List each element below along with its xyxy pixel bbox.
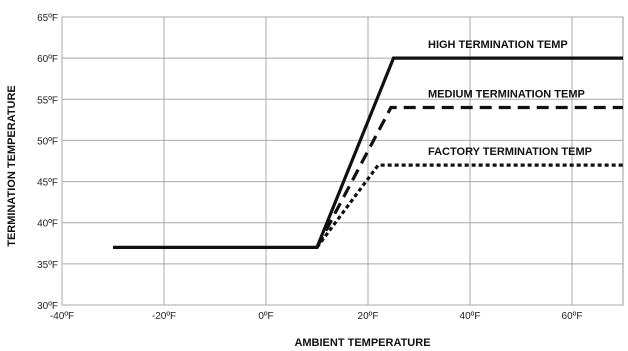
x-tick-label: -40ºF xyxy=(50,311,74,322)
series-label: FACTORY TERMINATION TEMP xyxy=(428,146,592,158)
x-tick-label: 40ºF xyxy=(460,311,481,322)
tick-labels: -40ºF -20ºF 0ºF 20ºF 40ºF 60ºF 30ºF 35ºF 40ºF 45º… xyxy=(37,13,582,322)
y-tick-label: 45ºF xyxy=(37,178,58,189)
y-tick-label: 55ºF xyxy=(37,95,58,106)
y-tick-label: 60ºF xyxy=(37,54,58,65)
series-label: HIGH TERMINATION TEMP xyxy=(428,39,568,51)
x-tick-label: 0ºF xyxy=(258,311,273,322)
y-tick-label: 30ºF xyxy=(37,301,58,312)
series-lines xyxy=(113,56,623,249)
series-line-dashed xyxy=(315,105,623,249)
x-tick-label: -20ºF xyxy=(152,311,176,322)
x-tick-label: 60ºF xyxy=(562,311,583,322)
x-tick-label: 20ºF xyxy=(358,311,379,322)
plot-area xyxy=(61,16,624,306)
series-labels: HIGH TERMINATION TEMP MEDIUM TERMINATION … xyxy=(428,39,592,158)
series-label: MEDIUM TERMINATION TEMP xyxy=(428,89,585,101)
x-axis-title: AMBIENT TEMPERATURE xyxy=(294,337,430,349)
series-line-solid xyxy=(113,56,623,249)
y-tick-label: 65ºF xyxy=(37,13,58,24)
y-tick-label: 50ºF xyxy=(37,136,58,147)
y-tick-label: 35ºF xyxy=(37,260,58,271)
y-axis-title: TERMINATION TEMPERATURE xyxy=(6,85,18,247)
y-tick-label: 40ºF xyxy=(37,219,58,230)
